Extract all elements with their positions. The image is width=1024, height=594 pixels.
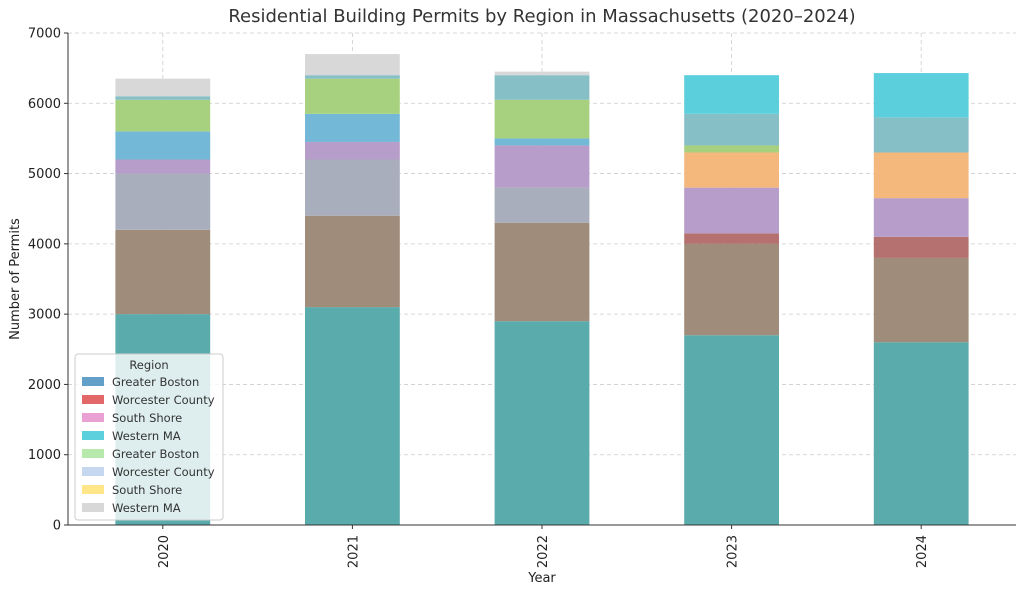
bar-segment-2022-6 bbox=[494, 138, 590, 146]
legend-label: Western MA bbox=[112, 429, 181, 443]
bar-segment-2022-0 bbox=[494, 321, 590, 525]
x-tick-label: 2023 bbox=[726, 535, 741, 568]
bar-segment-2022-1 bbox=[494, 222, 590, 322]
y-tick-label: 0 bbox=[53, 519, 61, 534]
x-tick-label: 2024 bbox=[915, 535, 930, 568]
bar-segment-2024-5 bbox=[873, 152, 969, 199]
x-tick-label: 2022 bbox=[536, 535, 551, 568]
legend-swatch bbox=[82, 485, 104, 494]
y-tick-label: 5000 bbox=[28, 167, 61, 182]
bar-segment-2023-5 bbox=[684, 152, 779, 188]
bar-segment-2020-8 bbox=[115, 96, 211, 100]
chart-title: Residential Building Permits by Region i… bbox=[228, 6, 855, 27]
legend-swatch bbox=[82, 395, 104, 404]
legend-label: Greater Boston bbox=[112, 375, 199, 389]
x-axis-label: Year bbox=[527, 571, 556, 586]
bar-segment-2021-6 bbox=[305, 113, 400, 142]
bar-segment-2024-9 bbox=[873, 73, 969, 118]
y-tick-label: 1000 bbox=[28, 448, 61, 463]
legend-swatch bbox=[82, 449, 104, 458]
bar-segment-2024-0 bbox=[873, 342, 969, 525]
y-tick-label: 2000 bbox=[28, 378, 61, 393]
legend-label: South Shore bbox=[112, 411, 182, 425]
bar-segment-2023-2 bbox=[684, 233, 779, 244]
bar-segment-2024-4 bbox=[873, 198, 969, 237]
bar-segment-2023-1 bbox=[684, 243, 779, 336]
bar-segment-2021-4 bbox=[305, 141, 400, 160]
legend-swatch bbox=[82, 431, 104, 440]
bar-segment-2021-1 bbox=[305, 215, 400, 308]
legend-label: Western MA bbox=[112, 501, 181, 515]
legend: Region Greater Boston Worcester County Sou… bbox=[74, 353, 224, 521]
x-tick-label: 2020 bbox=[157, 535, 172, 568]
y-axis-label: Number of Permits bbox=[8, 218, 23, 340]
bar-segment-2022-7 bbox=[494, 99, 590, 139]
y-tick-label: 3000 bbox=[28, 308, 61, 323]
legend-label: South Shore bbox=[112, 483, 182, 497]
bar-segment-2021-8 bbox=[305, 75, 400, 79]
bar-segment-2020-1 bbox=[115, 229, 211, 315]
bar-segment-2023-0 bbox=[684, 335, 779, 525]
legend-label: Greater Boston bbox=[112, 447, 199, 461]
bar-segment-2023-7 bbox=[684, 145, 779, 153]
bar-segment-2022-8 bbox=[494, 75, 590, 100]
legend-swatch bbox=[82, 413, 104, 422]
legend-swatch bbox=[82, 467, 104, 476]
bar-segment-2021-7 bbox=[305, 78, 400, 114]
y-tick-label: 6000 bbox=[28, 97, 61, 112]
bar-segment-2021-10 bbox=[305, 54, 400, 76]
bar-segment-2024-1 bbox=[873, 257, 969, 343]
bar-segment-2020-4 bbox=[115, 159, 211, 174]
y-tick-label: 7000 bbox=[28, 27, 61, 42]
bar-segment-2024-8 bbox=[873, 117, 969, 153]
legend-title: Region bbox=[129, 358, 168, 372]
legend-swatch bbox=[82, 377, 104, 386]
bar-segment-2023-4 bbox=[684, 187, 779, 234]
bar-segment-2020-7 bbox=[115, 99, 211, 132]
legend-box bbox=[74, 353, 224, 521]
x-tick-label: 2021 bbox=[346, 535, 361, 568]
bar-segment-2022-10 bbox=[494, 71, 590, 76]
bar-segment-2023-8 bbox=[684, 113, 779, 146]
bars bbox=[115, 54, 969, 525]
bar-segment-2023-9 bbox=[684, 75, 779, 114]
bar-segment-2020-3 bbox=[115, 173, 211, 230]
bar-segment-2020-10 bbox=[115, 78, 211, 97]
bar-segment-2022-3 bbox=[494, 187, 590, 223]
bar-segment-2020-6 bbox=[115, 131, 211, 160]
bar-segment-2022-4 bbox=[494, 145, 590, 188]
legend-swatch bbox=[82, 503, 104, 512]
y-tick-label: 4000 bbox=[28, 237, 61, 252]
bar-segment-2021-0 bbox=[305, 307, 400, 525]
axes: 0 1000 2000 3000 4000 5000 6000 7000 2020 2021 202… bbox=[28, 27, 1016, 568]
legend-label: Worcester County bbox=[112, 465, 215, 479]
legend-label: Worcester County bbox=[112, 393, 215, 407]
bar-segment-2024-2 bbox=[873, 236, 969, 258]
bar-segment-2021-3 bbox=[305, 159, 400, 216]
